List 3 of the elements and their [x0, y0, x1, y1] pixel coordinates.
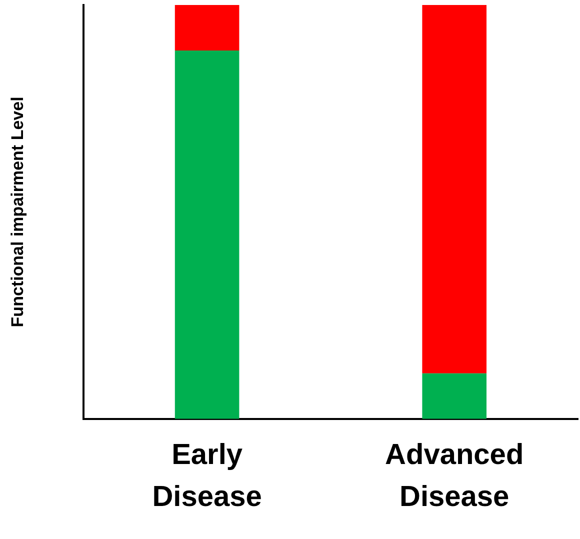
x-tick-label: Early Disease: [152, 438, 262, 513]
x-tick-label: Advanced Disease: [385, 438, 524, 513]
y-axis-title: Functional impairment Level: [8, 96, 27, 328]
